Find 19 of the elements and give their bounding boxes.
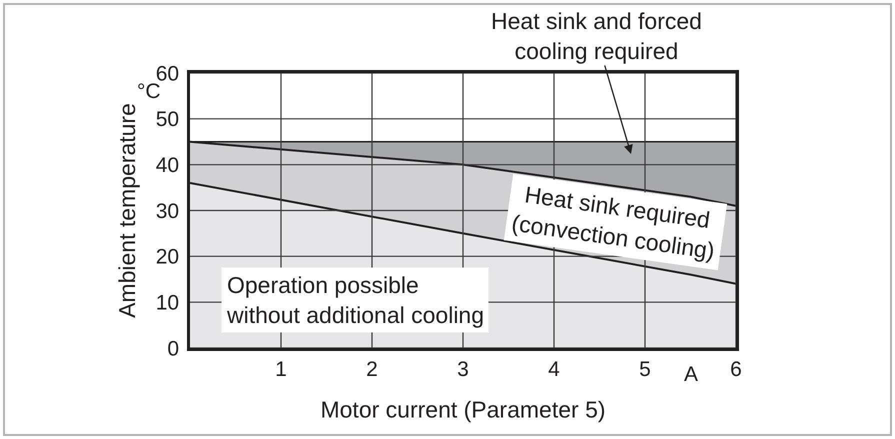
x-tick-label: 3 [457, 358, 469, 381]
y-tick-label: 10 [156, 292, 180, 315]
y-tick-label: 20 [156, 246, 180, 269]
text: A [684, 363, 698, 386]
y-tick-label: 50 [156, 108, 180, 132]
x-axis-title: Motor current (Parameter 5) [320, 396, 606, 423]
y-tick-label: 30 [156, 200, 180, 223]
y-tick-label: 40 [156, 154, 180, 178]
x-tick-label: 6 [730, 358, 742, 381]
text: °C [137, 80, 161, 103]
y-axis-title: Ambient temperature [114, 103, 140, 318]
x-tick-label: 4 [548, 358, 560, 381]
annotation: Heat sink required (convection cooling) [510, 181, 716, 264]
annotation: Operation possible without additional cooling [226, 272, 484, 328]
x-tick-label: 1 [275, 358, 287, 381]
y-tick-label: 0 [167, 337, 180, 360]
text: Heat sink and forced cooling required [491, 8, 702, 64]
x-tick-label: 2 [366, 358, 378, 381]
x-tick-label: 5 [639, 358, 651, 381]
